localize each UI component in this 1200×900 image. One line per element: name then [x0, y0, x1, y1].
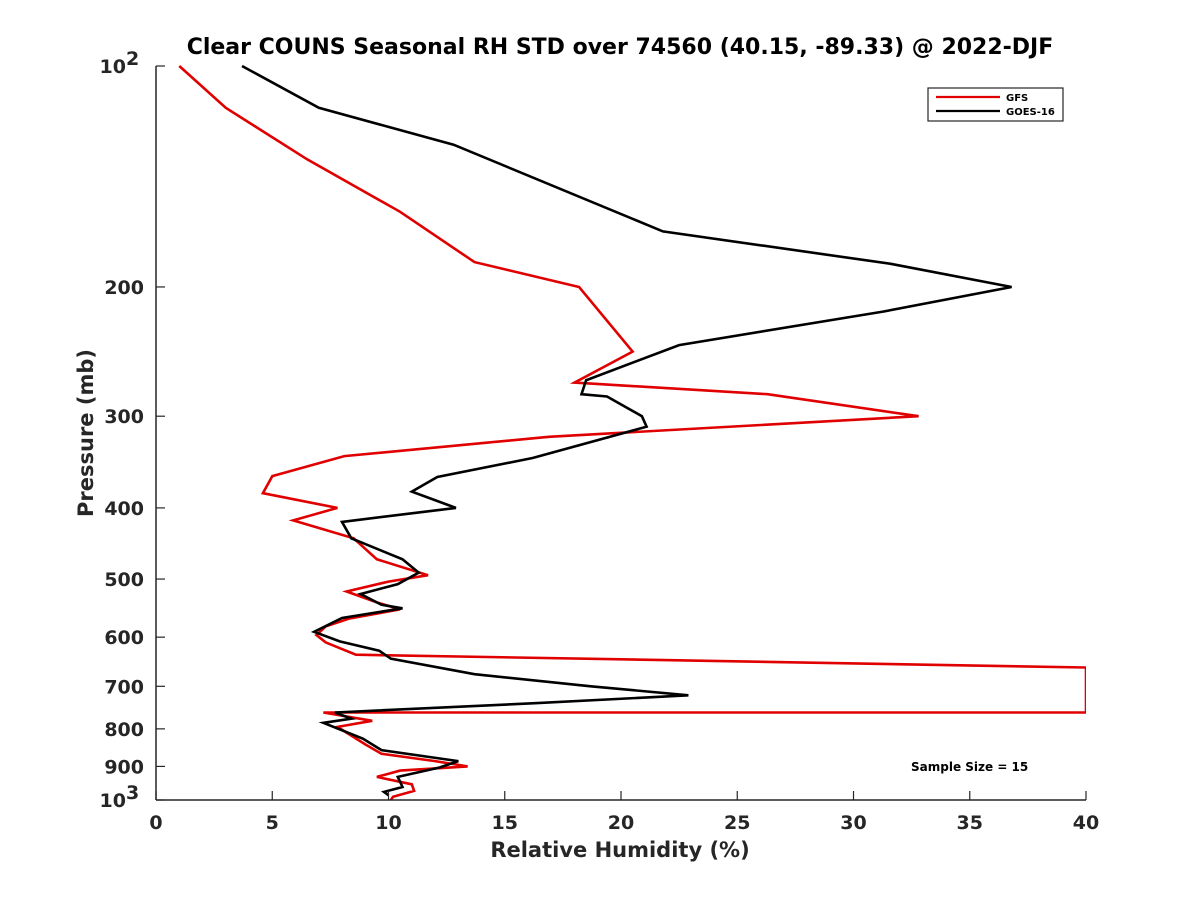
x-tick-label: 0: [149, 812, 162, 834]
x-tick-label: 15: [492, 812, 518, 834]
y-tick-label-exponent: 3: [126, 782, 139, 804]
x-tick-label: 10: [375, 812, 401, 834]
y-tick-label: 900: [104, 756, 144, 778]
x-tick-label: 20: [608, 812, 634, 834]
y-tick-label: 10: [100, 56, 126, 78]
legend-box: [927, 87, 1064, 122]
series-layer: [178, 64, 1086, 801]
x-axis-label: Relative Humidity (%): [490, 838, 749, 862]
y-tick-label: 10: [100, 790, 126, 812]
x-tick-label: 5: [266, 812, 279, 834]
y-tick-label: 700: [104, 676, 144, 698]
y-tick-label: 600: [104, 627, 144, 649]
x-tick-label: 25: [724, 812, 750, 834]
x-tick-label: 30: [840, 812, 866, 834]
series-line-goes-16: [241, 64, 1012, 797]
legend-label-gfs: GFS: [1006, 93, 1028, 104]
y-tick-label: 400: [104, 498, 144, 520]
sample-size-annotation: Sample Size = 15: [911, 760, 1028, 774]
legend-label-goes-16: GOES-16: [1006, 107, 1055, 118]
y-tick-label: 200: [104, 277, 144, 299]
y-axis-label: Pressure (mb): [74, 349, 98, 517]
y-tick-label-exponent: 2: [126, 48, 139, 70]
x-tick-label: 35: [957, 812, 983, 834]
y-tick-label: 800: [104, 719, 144, 741]
y-tick-label: 500: [104, 569, 144, 591]
y-tick-label: 300: [104, 406, 144, 428]
x-tick-label: 40: [1073, 812, 1099, 834]
legend: GFS GOES-16: [927, 87, 1064, 122]
chart-title: Clear COUNS Seasonal RH STD over 74560 (…: [187, 35, 1054, 60]
